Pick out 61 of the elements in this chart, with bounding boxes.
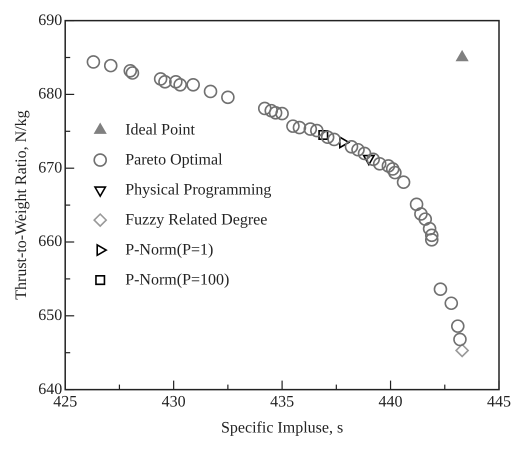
point (258, 102, 272, 116)
point (444, 296, 458, 310)
point (264, 104, 278, 118)
point (396, 175, 410, 190)
point (382, 159, 396, 173)
point (158, 75, 172, 89)
point (292, 120, 306, 134)
y-tick-label: 690 (38, 12, 62, 29)
y-tick-label: 680 (38, 86, 62, 103)
x-tick-label: 435 (270, 393, 294, 410)
point (275, 106, 289, 120)
y-tick-label: 660 (38, 233, 62, 250)
point (154, 72, 168, 86)
point (320, 130, 334, 144)
point (173, 78, 187, 92)
legend-label: Physical Programming (125, 181, 272, 198)
x-axis-title: Specific Impluse, s (221, 420, 344, 437)
point (372, 156, 387, 171)
x-tick-label: 425 (53, 393, 78, 410)
point (104, 58, 118, 72)
point (286, 119, 300, 133)
point (434, 282, 448, 296)
legend-label: Ideal Point (125, 121, 196, 138)
point (351, 142, 365, 157)
point (268, 106, 282, 120)
point (455, 344, 469, 358)
point (410, 198, 424, 212)
point (204, 84, 218, 98)
y-tick-label: 670 (38, 159, 62, 176)
legend-label: P-Norm(P=100) (125, 271, 230, 288)
point (366, 152, 380, 166)
x-tick-label: 430 (162, 393, 186, 410)
point (318, 130, 328, 140)
y-tick-label: 650 (38, 307, 62, 324)
point (86, 55, 100, 69)
point (453, 332, 467, 346)
point (186, 78, 200, 92)
point (327, 132, 341, 146)
point (424, 228, 439, 242)
point (424, 232, 439, 247)
point (386, 162, 400, 176)
y-axis-title: Thrust-to-Weight Ratio, N/kg (12, 110, 30, 300)
point (358, 146, 372, 160)
point (169, 75, 183, 89)
legend-label: P-Norm(P=1) (125, 241, 214, 258)
point (221, 90, 235, 104)
point (344, 140, 358, 154)
x-tick-label: 445 (487, 393, 511, 410)
point (418, 212, 432, 226)
point (388, 166, 402, 180)
x-tick-label: 440 (378, 393, 403, 410)
legend-label: Pareto Optimal (125, 151, 224, 168)
legend-label: Fuzzy Related Degree (125, 211, 268, 228)
point (422, 222, 436, 236)
point (126, 66, 140, 80)
point (310, 124, 324, 138)
point (362, 154, 375, 166)
point (450, 319, 465, 333)
point (303, 122, 318, 136)
point (414, 207, 428, 221)
point (123, 64, 138, 78)
